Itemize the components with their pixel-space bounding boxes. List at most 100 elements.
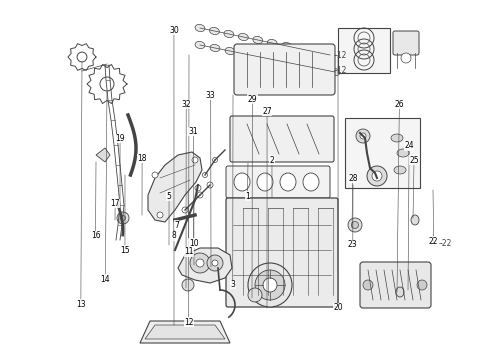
Circle shape — [77, 52, 87, 62]
FancyBboxPatch shape — [230, 116, 334, 162]
Text: 23: 23 — [348, 240, 358, 249]
Circle shape — [197, 192, 203, 198]
Circle shape — [255, 270, 285, 300]
Text: 5: 5 — [167, 192, 172, 201]
Text: 29: 29 — [247, 95, 257, 104]
Circle shape — [372, 171, 382, 181]
Ellipse shape — [224, 31, 234, 37]
Ellipse shape — [257, 173, 273, 191]
Text: 28: 28 — [348, 174, 358, 183]
Ellipse shape — [411, 215, 419, 225]
Ellipse shape — [348, 218, 362, 232]
Bar — [338, 28, 390, 73]
Polygon shape — [145, 325, 225, 339]
Text: –22: –22 — [439, 239, 452, 248]
Text: 31: 31 — [189, 127, 198, 136]
Ellipse shape — [397, 149, 409, 157]
FancyBboxPatch shape — [234, 44, 335, 95]
Polygon shape — [96, 148, 110, 162]
Circle shape — [182, 207, 188, 213]
Circle shape — [157, 212, 163, 218]
Ellipse shape — [391, 134, 403, 142]
Ellipse shape — [300, 62, 310, 69]
Ellipse shape — [311, 49, 320, 55]
Ellipse shape — [282, 42, 292, 50]
Ellipse shape — [240, 50, 250, 58]
Ellipse shape — [270, 57, 280, 64]
Ellipse shape — [253, 36, 263, 44]
Ellipse shape — [296, 45, 306, 53]
Ellipse shape — [239, 33, 248, 41]
Text: 2: 2 — [270, 156, 274, 165]
Text: –12: –12 — [333, 66, 346, 75]
Text: 15: 15 — [120, 246, 130, 255]
Text: 8: 8 — [172, 231, 176, 240]
Circle shape — [401, 53, 411, 63]
Text: –12: –12 — [333, 51, 346, 60]
Ellipse shape — [195, 41, 205, 49]
FancyBboxPatch shape — [393, 31, 419, 55]
Ellipse shape — [394, 166, 406, 174]
Text: 22: 22 — [429, 237, 439, 246]
Text: 18: 18 — [137, 154, 147, 163]
Text: 3: 3 — [230, 280, 235, 289]
Circle shape — [207, 182, 213, 188]
Circle shape — [248, 263, 292, 307]
Circle shape — [360, 133, 366, 139]
Polygon shape — [178, 248, 232, 283]
FancyBboxPatch shape — [226, 166, 330, 198]
Text: 11: 11 — [184, 248, 194, 256]
Text: 32: 32 — [181, 100, 191, 109]
Polygon shape — [148, 152, 202, 222]
Text: 14: 14 — [100, 274, 110, 284]
Ellipse shape — [396, 287, 404, 297]
Text: 19: 19 — [115, 134, 125, 143]
Circle shape — [117, 212, 129, 224]
Circle shape — [196, 259, 204, 267]
Circle shape — [363, 280, 373, 290]
Circle shape — [100, 77, 114, 91]
Ellipse shape — [351, 221, 359, 229]
FancyBboxPatch shape — [226, 198, 338, 307]
Ellipse shape — [267, 40, 277, 46]
Ellipse shape — [330, 68, 340, 76]
Ellipse shape — [285, 59, 295, 67]
Circle shape — [121, 216, 125, 220]
Text: 12: 12 — [184, 318, 194, 327]
Circle shape — [248, 288, 262, 302]
Circle shape — [202, 172, 207, 177]
Ellipse shape — [210, 27, 220, 35]
Circle shape — [190, 253, 210, 273]
Bar — [345, 118, 420, 188]
Text: 33: 33 — [206, 91, 216, 100]
Circle shape — [367, 166, 387, 186]
Circle shape — [417, 280, 427, 290]
Text: 20: 20 — [333, 303, 343, 312]
Ellipse shape — [303, 173, 319, 191]
Text: 25: 25 — [409, 156, 419, 165]
Polygon shape — [140, 321, 230, 343]
Circle shape — [356, 129, 370, 143]
Ellipse shape — [325, 51, 335, 59]
Ellipse shape — [210, 44, 220, 51]
Text: 24: 24 — [404, 141, 414, 150]
Ellipse shape — [195, 24, 205, 32]
Ellipse shape — [315, 66, 325, 73]
Text: 10: 10 — [189, 239, 198, 248]
Text: 13: 13 — [76, 300, 86, 309]
Circle shape — [263, 278, 277, 292]
Text: 30: 30 — [169, 26, 179, 35]
Text: 7: 7 — [174, 220, 179, 230]
Circle shape — [195, 185, 201, 191]
Circle shape — [192, 157, 198, 163]
Ellipse shape — [255, 53, 265, 60]
Ellipse shape — [225, 48, 235, 55]
Circle shape — [182, 279, 194, 291]
FancyBboxPatch shape — [360, 262, 431, 308]
Circle shape — [213, 158, 218, 162]
Text: 1: 1 — [245, 192, 250, 201]
Circle shape — [207, 255, 223, 271]
Ellipse shape — [280, 173, 296, 191]
Text: 27: 27 — [262, 107, 272, 116]
Text: 16: 16 — [91, 231, 100, 240]
